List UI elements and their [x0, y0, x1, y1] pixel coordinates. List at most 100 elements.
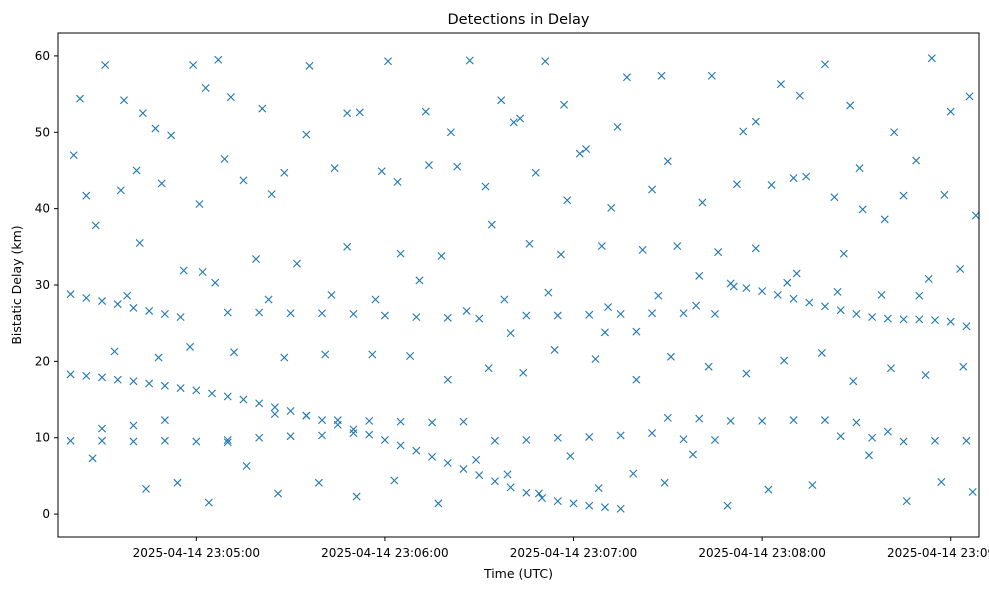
data-point: [286, 432, 295, 441]
data-point: [553, 433, 562, 442]
data-point: [66, 290, 75, 299]
data-point: [723, 501, 732, 510]
data-point: [758, 287, 767, 296]
data-point: [255, 433, 264, 442]
x-tick-label: 2025-04-14 23:08:00: [698, 546, 825, 560]
data-point: [704, 362, 713, 371]
data-point: [129, 437, 138, 446]
data-point: [506, 483, 515, 492]
data-point: [638, 245, 647, 254]
data-point: [739, 127, 748, 136]
data-point: [160, 436, 169, 445]
data-point: [883, 314, 892, 323]
data-point: [679, 309, 688, 318]
data-point: [836, 432, 845, 441]
data-point: [349, 425, 358, 434]
data-point: [160, 416, 169, 425]
data-point: [864, 451, 873, 460]
data-point: [208, 389, 217, 398]
data-point: [585, 310, 594, 319]
data-point: [846, 101, 855, 110]
data-point: [553, 311, 562, 320]
data-point: [390, 476, 399, 485]
data-point: [343, 109, 352, 118]
data-point: [594, 484, 603, 493]
data-point: [789, 294, 798, 303]
data-point: [616, 431, 625, 440]
data-point: [302, 130, 311, 139]
data-point: [286, 407, 295, 415]
data-point: [132, 166, 141, 175]
data-point: [632, 327, 641, 336]
data-point: [962, 436, 971, 445]
data-point: [160, 310, 169, 319]
data-point: [160, 381, 169, 390]
x-tick-label: 2025-04-14 23:05:00: [133, 546, 260, 560]
data-point: [959, 362, 968, 371]
data-point: [585, 432, 594, 441]
data-point: [393, 177, 402, 186]
data-point: [663, 157, 672, 166]
data-point: [465, 56, 474, 65]
data-point: [82, 293, 91, 302]
data-point: [902, 497, 911, 506]
data-point: [695, 271, 704, 280]
data-point: [629, 469, 638, 478]
data-point: [924, 274, 933, 283]
data-point: [657, 71, 666, 80]
data-point: [349, 429, 358, 438]
data-point: [286, 309, 295, 318]
data-point: [484, 364, 493, 373]
data-point: [437, 251, 446, 260]
data-point: [707, 71, 716, 80]
data-point: [380, 436, 389, 445]
data-point: [915, 315, 924, 324]
data-point: [475, 314, 484, 323]
data-point: [817, 348, 826, 357]
data-point: [585, 501, 594, 510]
x-axis-ticks: 2025-04-14 23:05:00 2025-04-14 23:06:00 20…: [133, 537, 989, 560]
data-point: [270, 410, 279, 419]
data-point: [98, 373, 106, 382]
data-point: [453, 162, 462, 171]
data-point: [223, 438, 232, 447]
data-point: [157, 179, 166, 188]
data-point: [931, 316, 939, 325]
data-point: [76, 94, 84, 103]
data-point: [795, 91, 804, 100]
data-point: [789, 174, 798, 183]
data-point: [223, 436, 232, 445]
data-point: [459, 417, 468, 426]
data-point: [145, 306, 154, 315]
data-point: [956, 264, 965, 273]
data-point: [167, 131, 176, 140]
data-point: [880, 215, 889, 224]
data-point: [868, 433, 877, 442]
data-point: [428, 452, 437, 461]
data-point: [820, 416, 829, 425]
data-point: [365, 430, 374, 439]
data-point: [135, 239, 144, 247]
chart-title: Detections in Delay: [447, 12, 589, 28]
data-point: [764, 485, 773, 494]
data-point: [428, 418, 437, 427]
data-point: [758, 416, 767, 425]
data-point: [380, 311, 389, 320]
data-point: [654, 291, 663, 300]
data-point: [890, 128, 899, 137]
data-point: [305, 61, 314, 70]
data-point: [173, 478, 182, 487]
data-point: [481, 182, 490, 191]
x-axis-label: Time (UTC): [483, 566, 553, 581]
data-point: [931, 436, 939, 445]
data-point: [648, 185, 657, 194]
data-point: [446, 128, 455, 137]
data-point: [751, 244, 760, 253]
data-point: [729, 282, 738, 291]
data-point: [604, 303, 613, 312]
data-point: [560, 100, 569, 109]
y-tick-label: 0: [42, 507, 50, 521]
data-point: [396, 441, 405, 450]
data-point: [412, 313, 421, 322]
